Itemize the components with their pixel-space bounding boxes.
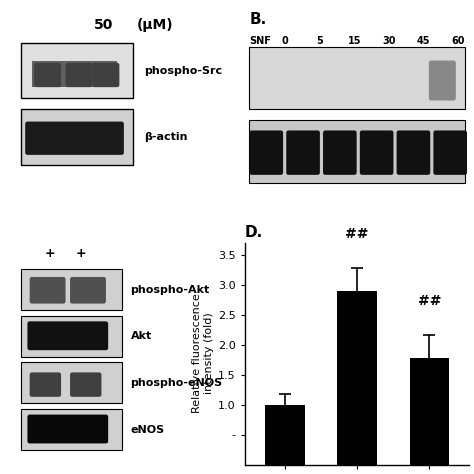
Text: ##: ## — [346, 227, 369, 241]
Text: D.: D. — [245, 225, 263, 240]
Bar — [265, 404, 305, 465]
Text: eNOS: eNOS — [131, 425, 165, 435]
FancyBboxPatch shape — [34, 63, 61, 87]
FancyBboxPatch shape — [70, 277, 106, 303]
Y-axis label: Relative fluorescence
intensity (fold): Relative fluorescence intensity (fold) — [192, 294, 214, 413]
FancyBboxPatch shape — [397, 130, 430, 175]
Text: 50: 50 — [94, 18, 113, 32]
Text: B.: B. — [249, 12, 267, 27]
Text: 30: 30 — [382, 36, 396, 46]
FancyBboxPatch shape — [92, 63, 119, 87]
FancyBboxPatch shape — [249, 130, 283, 175]
Text: 15: 15 — [347, 36, 361, 46]
FancyBboxPatch shape — [249, 47, 465, 109]
Bar — [410, 358, 449, 465]
FancyBboxPatch shape — [21, 316, 122, 357]
FancyBboxPatch shape — [25, 121, 124, 155]
FancyBboxPatch shape — [323, 130, 356, 175]
FancyBboxPatch shape — [433, 130, 467, 175]
Text: 60: 60 — [451, 36, 465, 46]
Bar — [337, 291, 377, 465]
FancyBboxPatch shape — [21, 409, 122, 450]
FancyBboxPatch shape — [30, 373, 61, 397]
Text: β-actin: β-actin — [144, 132, 188, 142]
FancyBboxPatch shape — [21, 109, 133, 165]
Text: phospho-eNOS: phospho-eNOS — [131, 378, 223, 388]
FancyBboxPatch shape — [286, 130, 320, 175]
FancyBboxPatch shape — [27, 321, 108, 350]
Text: phospho-Src: phospho-Src — [144, 65, 222, 75]
Text: 0: 0 — [282, 36, 289, 46]
FancyBboxPatch shape — [65, 63, 92, 87]
FancyBboxPatch shape — [360, 130, 393, 175]
Text: +: + — [76, 247, 87, 260]
Text: 45: 45 — [417, 36, 430, 46]
FancyBboxPatch shape — [249, 120, 465, 182]
FancyBboxPatch shape — [429, 61, 456, 100]
FancyBboxPatch shape — [21, 269, 122, 310]
Text: 5: 5 — [317, 36, 323, 46]
Text: (μM): (μM) — [137, 18, 173, 32]
Text: +: + — [45, 247, 55, 260]
FancyBboxPatch shape — [27, 415, 108, 444]
Text: ##: ## — [418, 294, 441, 308]
FancyBboxPatch shape — [21, 363, 122, 403]
Text: SNF: SNF — [249, 36, 271, 46]
Text: phospho-Akt: phospho-Akt — [131, 285, 210, 295]
FancyBboxPatch shape — [32, 61, 117, 87]
FancyBboxPatch shape — [21, 43, 133, 98]
FancyBboxPatch shape — [70, 373, 101, 397]
Text: Akt: Akt — [131, 331, 152, 341]
FancyBboxPatch shape — [30, 277, 65, 303]
